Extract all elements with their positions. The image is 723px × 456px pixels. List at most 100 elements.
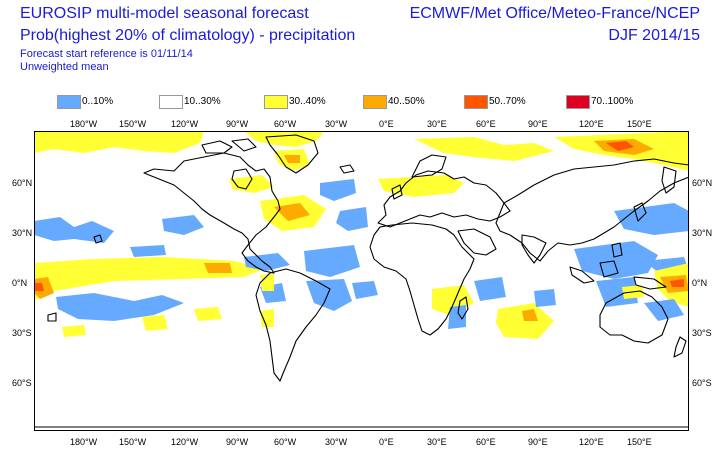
lon-label-bottom: 90°W [226,437,249,447]
shade-yellow-arctic-mid [244,131,324,147]
lon-label-top: 60°W [274,119,297,129]
coast-philippines [611,242,623,258]
coast-south-america [255,268,331,382]
lon-label-bottom: 60°E [476,437,496,447]
coast-scandinavia [411,154,447,178]
coast-new-zealand [673,336,687,358]
lat-label-right: 30°N [692,228,713,238]
lon-label-bottom: 30°W [325,437,348,447]
coast-asia [495,158,689,262]
coast-india [521,234,547,264]
shade-blue-west-pacific [614,203,689,235]
coast-hawaii [93,234,103,244]
shade-blue-south-atlantic [306,279,352,311]
lat-label-right: 30°S [692,328,712,338]
map-subtitle-variable: Prob(highest 20% of climatology) - preci… [20,27,356,44]
coast-australia [599,290,669,344]
lat-label-left: 60°S [12,378,32,388]
lon-label-bottom: 90°E [528,437,548,447]
lat-label-left: 30°S [12,328,32,338]
shade-red-siberia [606,141,634,151]
season-title: DJF 2014/15 [608,27,700,44]
legend-swatch [159,95,183,109]
lon-label-top: 0°E [379,119,394,129]
lon-label-bottom: 30°E [427,437,447,447]
coast-africa [369,222,475,336]
legend-label: 0..10% [82,96,114,107]
lat-label-right: 60°N [692,178,713,188]
map-background [34,131,689,431]
shade-yellow-patagonia [260,309,274,327]
coast-british-isles [391,184,403,200]
shade-blue-tropical-atlantic [304,245,360,277]
shade-red-west-pacific-eq [670,279,684,287]
coastlines [34,134,689,428]
shade-blue-north-atlantic [320,179,356,201]
legend-swatch [566,95,590,109]
lat-label-right: 60°S [692,378,712,388]
shade-red-dateline [34,283,44,291]
shade-blue-indian-east [534,289,556,307]
shade-orange-indian-ocean [522,309,538,321]
shade-orange-equatorial-pacific [204,263,232,273]
shade-yellow-south-pacific-3 [62,325,86,337]
legend-swatch [264,95,288,109]
coast-greenland [265,134,319,174]
providers-title: ECMWF/Met Office/Meteo-France/NCEP [409,5,700,22]
lon-label-bottom: 0°E [379,437,394,447]
coast-madagascar [457,296,469,320]
shade-blue-indian-south [474,277,506,301]
shade-yellow-south-pacific-2 [194,307,222,321]
shade-blue-south-pacific [56,293,184,321]
legend-label: 50..70% [489,96,526,107]
coast-europe [377,170,511,228]
coast-arabia [457,228,497,256]
lon-label-bottom: 150°E [627,437,652,447]
shade-blue-madagascar [448,305,466,329]
lon-label-top: 30°E [427,119,447,129]
shade-blue-atlantic-mid [336,207,368,231]
coast-borneo [599,260,619,278]
lon-label-top: 180°W [70,119,98,129]
lon-label-top: 60°E [476,119,496,129]
coast-arctic-islands [201,138,257,154]
lon-label-top: 90°W [226,119,249,129]
lon-label-top: 150°W [119,119,147,129]
lon-label-top: 120°E [579,119,604,129]
shade-orange-dateline [34,277,54,299]
lon-label-bottom: 150°W [119,437,147,447]
lon-label-bottom: 180°W [70,437,98,447]
world-map [34,131,689,431]
lon-label-bottom: 60°W [274,437,297,447]
legend-label: 10..30% [184,96,221,107]
legend-label: 30..40% [289,96,326,107]
coast-north-america [143,152,281,274]
forecast-start-text: Forecast start reference is 01/11/14 [20,48,193,60]
shade-yellow-arctic-west [34,131,204,153]
lon-label-top: 90°E [528,119,548,129]
coast-new-guinea [633,276,667,290]
lon-label-bottom: 120°E [579,437,604,447]
shade-blue-maritime [574,241,658,279]
coast-sumatra [569,266,595,284]
map-title: EUROSIP multi-model seasonal forecast [20,5,309,22]
coast-kamchatka [661,166,677,194]
legend-swatch [363,95,387,109]
legend-label: 40..50% [388,96,425,107]
lon-label-top: 30°W [325,119,348,129]
lon-label-top: 150°E [627,119,652,129]
lat-label-left: 0°N [12,278,28,288]
shade-yellow-arctic-east [414,137,554,161]
ensemble-mean-text: Unweighted mean [20,61,109,73]
shade-blue-atlantic-south-2 [352,281,378,299]
lat-label-left: 30°N [12,228,33,238]
lon-label-top: 120°W [171,119,199,129]
coast-iceland [339,164,355,174]
shade-blue-pacific-mid [130,245,166,257]
shade-orange-east-coast [274,203,310,221]
legend-label: 70..100% [591,96,634,107]
lon-label-bottom: 120°W [171,437,199,447]
legend-swatch [57,95,81,109]
lat-label-right: 0°N [692,278,708,288]
shade-yellow-south-pacific-1 [142,315,168,331]
